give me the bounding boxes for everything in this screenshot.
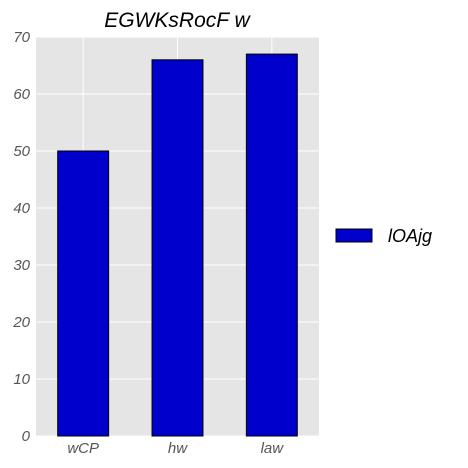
y-tick-label: 50 xyxy=(13,143,30,160)
y-tick-label: 20 xyxy=(12,314,30,331)
x-axis-ticks: wCP hw law xyxy=(67,440,284,457)
bar-wCP xyxy=(57,150,110,437)
y-tick-label: 30 xyxy=(13,257,30,274)
bar-hw xyxy=(151,59,204,437)
y-tick-label: 70 xyxy=(13,29,30,46)
y-axis-ticks: 0 10 20 30 40 50 60 70 xyxy=(12,29,30,445)
legend-label: lOAjg xyxy=(388,226,432,246)
x-tick-label: hw xyxy=(168,440,188,457)
y-tick-label: 0 xyxy=(22,428,31,445)
y-tick-label: 60 xyxy=(13,86,30,103)
y-tick-label: 10 xyxy=(13,371,30,388)
bars xyxy=(57,53,298,437)
legend: lOAjg xyxy=(335,226,432,246)
x-tick-label: wCP xyxy=(67,440,99,457)
chart-title: EGWKsRocF w xyxy=(104,9,251,32)
bar-law xyxy=(245,53,298,437)
legend-swatch xyxy=(335,228,373,243)
y-tick-label: 40 xyxy=(13,200,30,217)
x-tick-label: law xyxy=(261,440,285,457)
